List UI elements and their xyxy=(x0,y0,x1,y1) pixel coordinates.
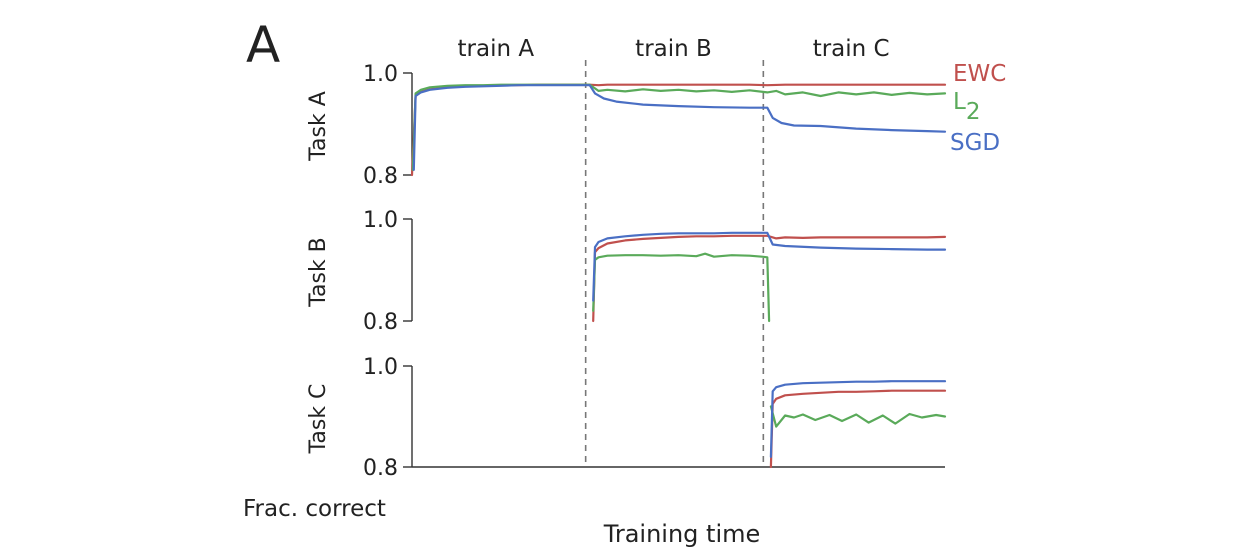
series-line-l2 xyxy=(411,83,947,171)
series-line-sgd xyxy=(769,380,947,458)
legend-subscript: 2 xyxy=(966,99,981,125)
phase-labels: train A train B train C xyxy=(458,36,890,62)
x-axis-label: Training time xyxy=(603,520,761,548)
y-tick-label: 0.8 xyxy=(363,456,398,481)
panel-y-label: Task C xyxy=(306,384,331,455)
phase-label: train A xyxy=(458,36,535,62)
y-tick-label: 0.8 xyxy=(363,310,398,335)
y-tick-label: 1.0 xyxy=(363,208,398,233)
panel-task-b: 0.8 1.0 Task B xyxy=(306,208,947,335)
legend-label: SGD xyxy=(950,130,1000,156)
legend-item-sgd: SGD xyxy=(950,130,1000,156)
panel-task-a: 0.8 1.0 Task A xyxy=(306,62,947,189)
series-line-sgd xyxy=(592,231,947,302)
panel-task-c: 0.8 1.0 Task C xyxy=(306,355,947,481)
legend-label: L xyxy=(953,89,966,115)
panel-letter: A xyxy=(246,16,280,74)
y-tick-label: 0.8 xyxy=(363,164,398,189)
phase-label: train B xyxy=(635,36,712,62)
legend-label: EWC xyxy=(953,61,1006,87)
panel-y-label: Task B xyxy=(306,237,331,308)
phase-label: train C xyxy=(813,36,890,62)
series-line-l2 xyxy=(592,252,771,323)
legend-item-ewc: EWC xyxy=(953,61,1006,87)
series-line-ewc xyxy=(769,389,947,469)
series-line-l2 xyxy=(769,405,947,428)
y-tick-label: 1.0 xyxy=(363,355,398,380)
y-axis-common-label: Frac. correct xyxy=(243,496,386,522)
panel-y-label: Task A xyxy=(306,91,331,162)
series-line-ewc xyxy=(592,234,947,323)
series-line-sgd xyxy=(412,84,947,171)
y-tick-label: 1.0 xyxy=(363,62,398,87)
panels: 0.8 1.0 Task A 0.8 1.0 Task B 0.8 1.0 Task C xyxy=(306,62,947,481)
phase-dividers xyxy=(584,60,765,467)
legend-item-l2: L2 xyxy=(953,89,980,125)
